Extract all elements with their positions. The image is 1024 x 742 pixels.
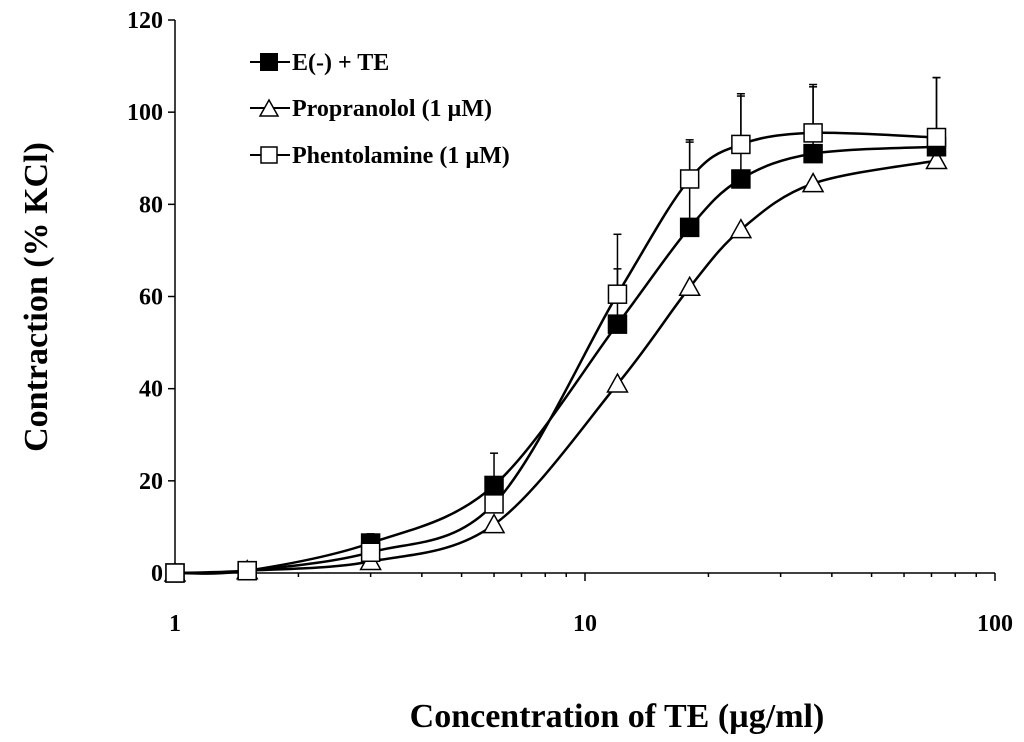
data-point-series-3 (360, 542, 381, 563)
y-tick-label: 40 (139, 377, 163, 403)
y-tick-label: 120 (127, 8, 163, 34)
series-line-3 (174, 131, 937, 575)
data-point-series-3 (607, 284, 628, 304)
data-point-series-2 (729, 218, 753, 239)
legend: E(-) + TE Propranolol (1 µM) Phentolamin… (250, 50, 510, 169)
data-point-series-3 (484, 494, 504, 514)
series-line-1 (174, 145, 937, 575)
x-tick-label: 10 (573, 611, 597, 637)
data-point-series-1 (484, 475, 504, 496)
series-line-2 (174, 159, 937, 575)
y-tick-label: 0 (151, 561, 163, 587)
axes (168, 19, 996, 581)
data-point-series-2 (801, 172, 825, 193)
legend-label-series-3: Phentolamine (1 µM) (292, 143, 510, 169)
legend-marker-series-2 (258, 98, 280, 117)
data-point-series-3 (926, 127, 947, 148)
data-point-series-1 (607, 314, 628, 334)
x-axis-title: Concentration of TE (µg/ml) (410, 698, 825, 735)
data-point-series-3 (679, 169, 700, 189)
y-tick-label: 20 (139, 469, 163, 495)
fitted-curves (174, 131, 937, 575)
data-markers (163, 123, 948, 583)
data-point-series-1 (679, 217, 700, 238)
y-tick-label: 100 (127, 100, 163, 126)
data-point-series-2 (925, 149, 948, 170)
y-tick-label: 80 (139, 192, 163, 218)
legend-label-series-1: E(-) + TE (292, 50, 389, 76)
data-point-series-1 (731, 169, 751, 189)
x-tick-label: 100 (977, 611, 1013, 637)
legend-label-series-2: Propranolol (1 µM) (292, 96, 492, 122)
legend-marker-series-1 (260, 53, 278, 71)
y-axis-title: Contraction (% KCl) (18, 142, 55, 452)
data-point-series-3 (731, 134, 751, 155)
y-tick-label: 60 (139, 285, 163, 311)
data-point-series-3 (803, 123, 823, 143)
x-tick-label: 1 (169, 611, 181, 637)
legend-marker-series-3 (260, 146, 278, 164)
data-point-series-2 (482, 513, 506, 534)
data-point-series-1 (803, 143, 823, 164)
data-point-series-3 (165, 563, 185, 583)
data-point-series-2 (606, 372, 629, 393)
data-point-series-3 (237, 560, 257, 581)
data-point-series-2 (678, 275, 701, 297)
